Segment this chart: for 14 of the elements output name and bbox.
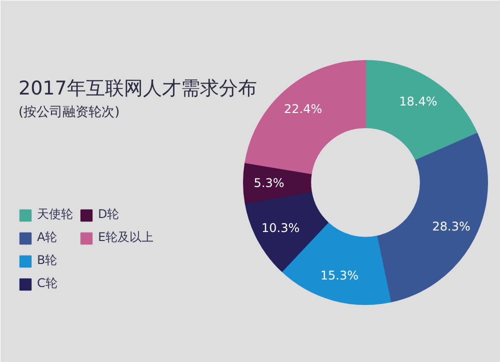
legend-label: 天使轮 — [37, 206, 73, 223]
legend-label: A轮 — [37, 229, 58, 246]
data-label: 15.3% — [320, 268, 359, 282]
data-label: 5.3% — [254, 176, 284, 190]
data-label: 28.3% — [432, 220, 470, 234]
text: 2017年互联网人才需求分布 — [18, 78, 257, 100]
data-label: 10.3% — [261, 221, 300, 236]
legend-label: B轮 — [37, 252, 58, 269]
legend-label: D轮 — [98, 206, 120, 223]
data-label: 18.4% — [399, 94, 438, 109]
legend-label: E轮及以上 — [98, 229, 154, 246]
text: (按公司融资轮次) — [18, 105, 120, 120]
data-label: 22.4% — [284, 102, 322, 116]
legend-label: C轮 — [37, 275, 58, 292]
